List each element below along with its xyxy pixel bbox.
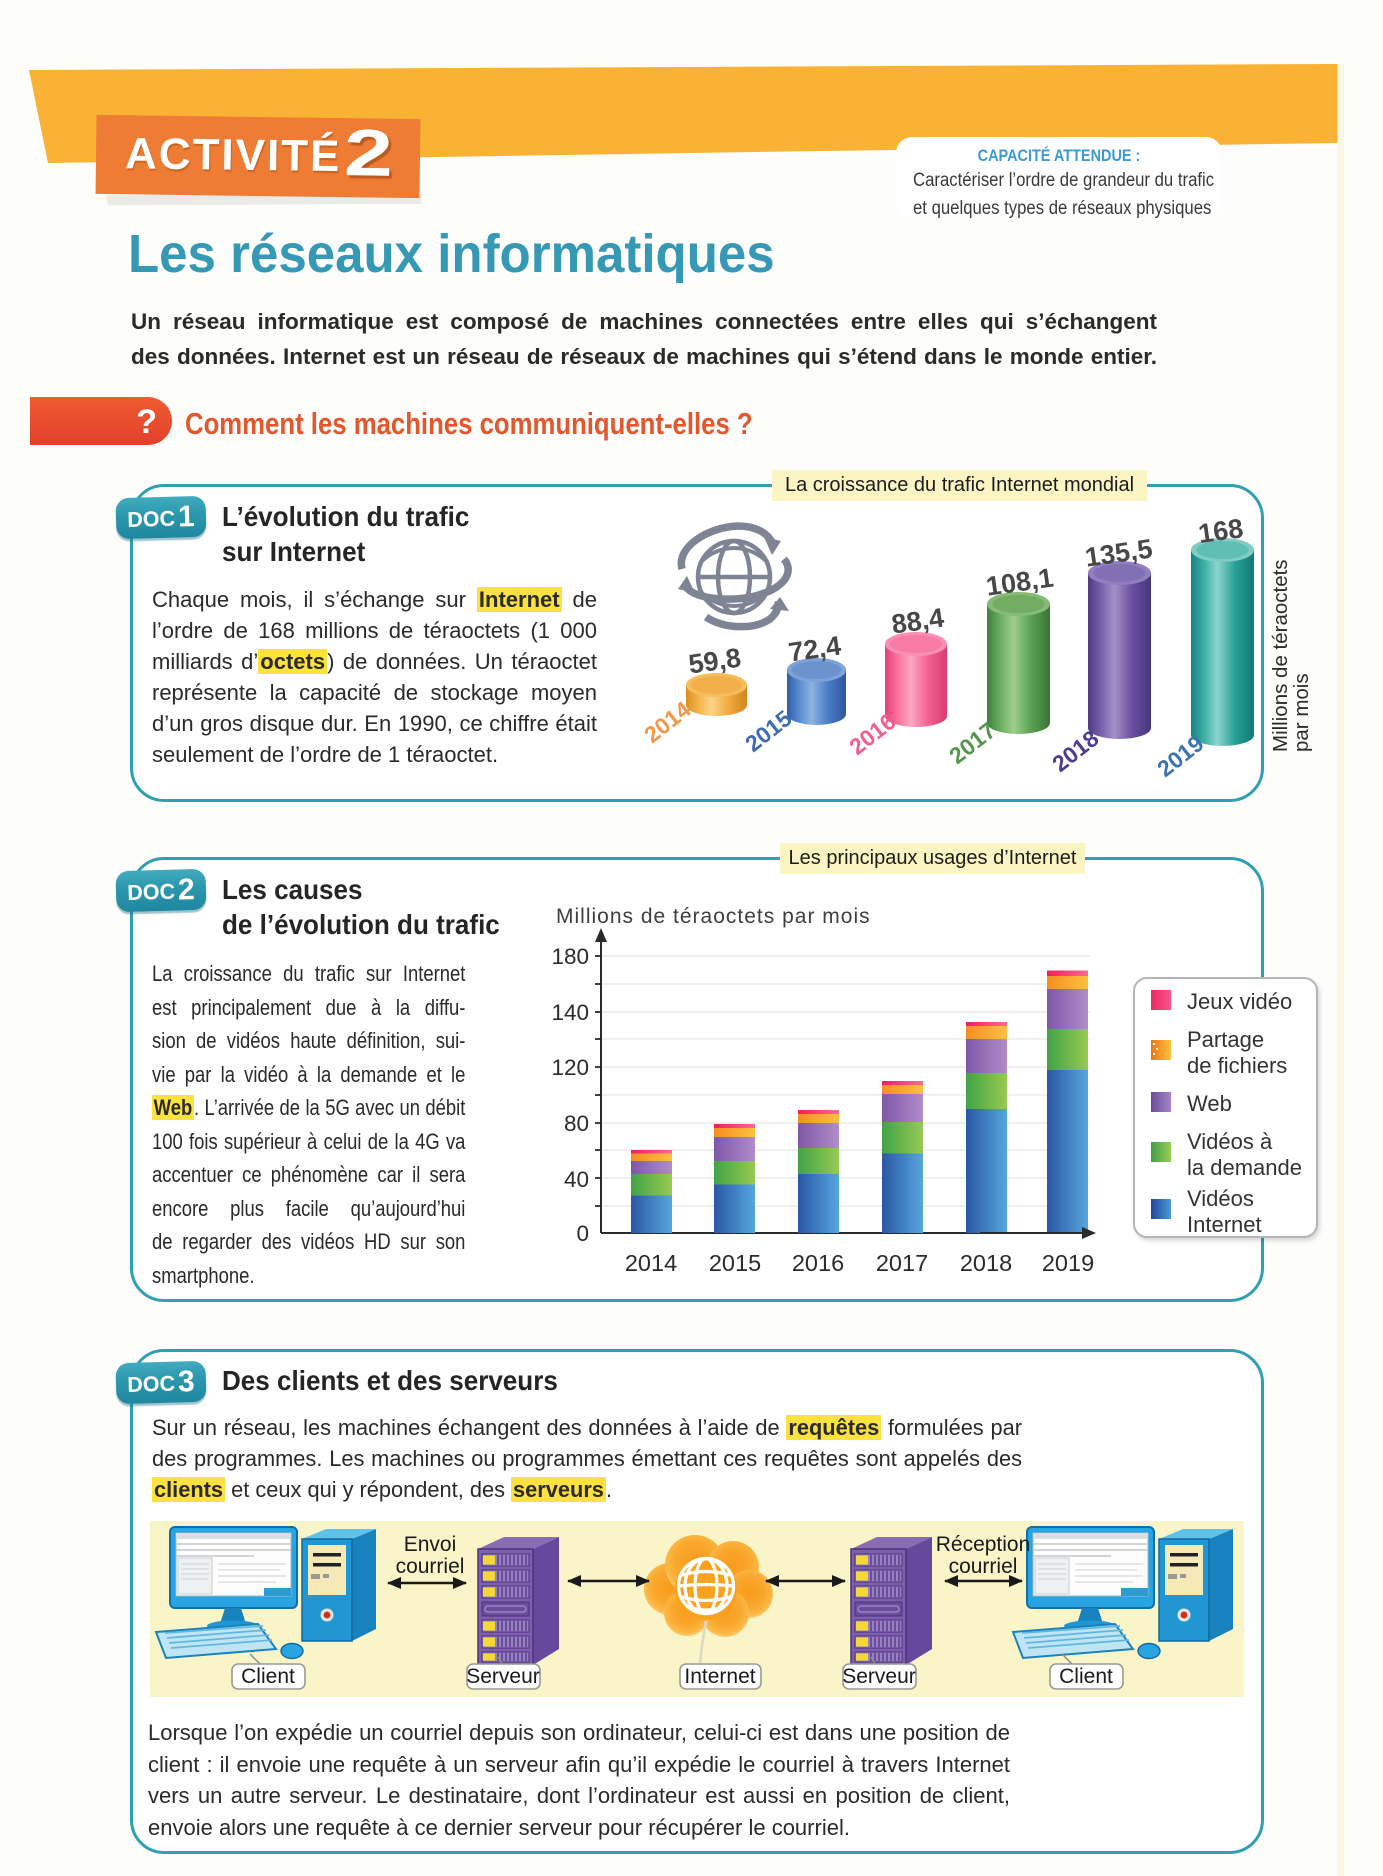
svg-text:Internet: Internet [684,1665,755,1688]
svg-text:Envoi: Envoi [404,1533,457,1556]
svg-text:59,8: 59,8 [687,643,743,680]
svg-text:88,4: 88,4 [890,603,946,640]
svg-text:2019: 2019 [1042,1250,1094,1276]
svg-text:Millions de téraoctets par moi: Millions de téraoctets par mois [556,905,871,928]
svg-text:80: 80 [564,1111,589,1136]
svg-text:2017: 2017 [876,1250,928,1276]
svg-text:40: 40 [564,1167,589,1192]
svg-text:180: 180 [551,944,589,969]
svg-text:72,4: 72,4 [787,631,843,668]
svg-text:2016: 2016 [792,1250,844,1276]
svg-text:Serveur: Serveur [466,1665,540,1688]
svg-text:2015: 2015 [709,1250,761,1276]
svg-text:Serveur: Serveur [842,1665,916,1688]
svg-text:120: 120 [551,1055,589,1080]
svg-text:courriel: courriel [949,1555,1018,1578]
svg-text:Réception: Réception [936,1533,1031,1556]
svg-text:Client: Client [241,1665,295,1688]
svg-text:2014: 2014 [625,1250,677,1276]
svg-text:108,1: 108,1 [984,563,1055,602]
svg-text:140: 140 [551,1000,589,1025]
svg-text:2018: 2018 [960,1250,1012,1276]
svg-text:Client: Client [1059,1665,1113,1688]
svg-text:0: 0 [576,1221,589,1246]
svg-text:168: 168 [1196,513,1245,549]
svg-text:courriel: courriel [396,1555,465,1578]
